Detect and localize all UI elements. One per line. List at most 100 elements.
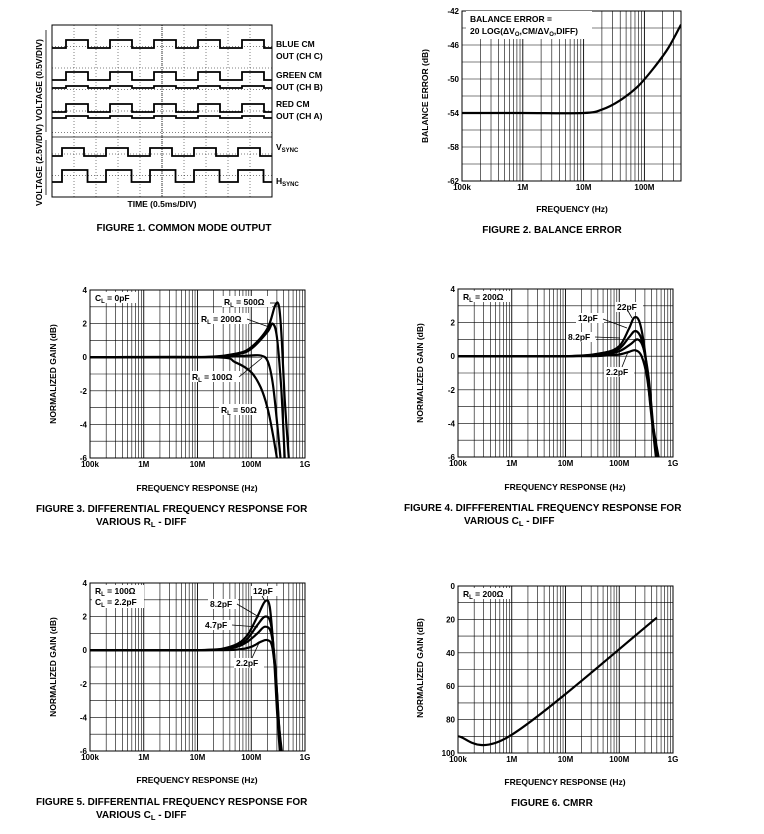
figure-4-xtick: 100k xyxy=(449,459,467,468)
figure-6-ytick: 100 xyxy=(442,749,456,758)
figure-5-xtick: 1M xyxy=(138,753,149,762)
figure-5-leader-12 xyxy=(261,595,266,602)
figure-5-ytick: -4 xyxy=(80,713,88,722)
figure-3-xlabel: FREQUENCY RESPONSE (Hz) xyxy=(136,483,257,493)
figure-6-xtick: 100k xyxy=(449,755,467,764)
figure-3-label-100-box xyxy=(190,371,240,382)
figure-3-label-200: RL = 200Ω xyxy=(201,314,242,326)
figure-5-xtick: 100M xyxy=(241,753,261,762)
figure-4-leader-2 xyxy=(621,351,629,368)
figure-1-traces xyxy=(52,39,272,183)
figure-2-xlabel: FREQUENCY (Hz) xyxy=(536,204,608,214)
figure-3-ylabel: NORMALIZED GAIN (dB) xyxy=(48,324,58,424)
figure-6-xtick: 1M xyxy=(506,755,517,764)
figure-5-label-4-box xyxy=(203,620,233,630)
figure-6-ytick: 20 xyxy=(446,615,455,624)
figure-1-trace-label-blue-ch: OUT (CH C) xyxy=(276,51,323,61)
figure-6-note-box xyxy=(460,588,510,599)
figure-1-trace-label-blue: BLUE CM xyxy=(276,39,315,49)
figure-5-label-2: 2.2pF xyxy=(236,658,258,668)
figure-3-ytick: -2 xyxy=(80,387,88,396)
figure-4-xtick: 1G xyxy=(668,459,679,468)
figure-4-xlabel: FREQUENCY RESPONSE (Hz) xyxy=(504,482,625,492)
figure-5-label-12: 12pF xyxy=(253,586,273,596)
figure-1-trace-red-b xyxy=(52,115,272,119)
figure-4-label-2: 2.2pF xyxy=(606,367,628,377)
figure-4-xtick: 10M xyxy=(558,459,574,468)
figure-3-xtick: 1G xyxy=(300,460,311,469)
figure-1-trace-green-a xyxy=(52,71,272,81)
figure-5-ytick: 2 xyxy=(83,613,88,622)
figure-2-legend-line1: BALANCE ERROR = xyxy=(470,14,552,24)
figure-2-ytick: -50 xyxy=(447,75,459,84)
figure-6-ytick: 60 xyxy=(446,682,455,691)
figure-3-caption: FIGURE 3. DIFFERENTIAL FREQUENCY RESPONS… xyxy=(36,504,308,515)
figure-5-label-2-box xyxy=(234,658,264,668)
figure-6-xtick: 1G xyxy=(668,755,679,764)
figure-2-ylabel: BALANCE ERROR (dB) xyxy=(420,49,430,143)
figure-5-ytick: -2 xyxy=(80,680,88,689)
figure-4-label-12: 12pF xyxy=(578,313,598,323)
figure-6-frame xyxy=(457,585,674,754)
figure-4-leader-12 xyxy=(602,318,628,329)
figure-3-xtick: 100k xyxy=(81,460,99,469)
figure-5-caption-line2: VARIOUS CL - DIFF xyxy=(96,810,187,822)
figure-1-grid xyxy=(45,24,273,198)
figure-3-ytick: 0 xyxy=(83,353,88,362)
figure-4-caption: FIGURE 4. DIFFFERENTIAL FREQUENCY RESPON… xyxy=(404,503,682,514)
figure-4-label-12-box xyxy=(576,313,604,323)
figure-3-ytick: -6 xyxy=(80,454,88,463)
figure-3-frame xyxy=(89,289,306,459)
figure-3-label-500: RL = 500Ω xyxy=(224,297,265,309)
figure-5-xtick: 1G xyxy=(300,753,311,762)
figure-1-trace-label-red-ch: OUT (CH A) xyxy=(276,111,323,121)
figure-5-note-box xyxy=(92,585,144,608)
figure-4-label-8: 8.2pF xyxy=(568,332,590,342)
figure-4-ytick: -4 xyxy=(448,419,456,428)
figure-1-trace-label-hsync: HSYNC xyxy=(276,176,299,188)
figure-1-caption: FIGURE 1. COMMON MODE OUTPUT xyxy=(97,223,272,234)
figure-5-note-2: CL = 2.2pF xyxy=(95,597,137,609)
figure-4-leader-22 xyxy=(627,310,633,319)
figure-3-xtick: 1M xyxy=(138,460,149,469)
figure-4-ytick: -2 xyxy=(448,386,456,395)
figure-6-series-0 xyxy=(458,616,658,747)
figure-5-label-8-box xyxy=(208,599,238,609)
figure-2-ytick: -42 xyxy=(447,7,459,16)
figure-3-xtick: 10M xyxy=(190,460,206,469)
figure-3-caption-line2: VARIOUS RL - DIFF xyxy=(96,517,187,529)
figure-1-trace-hsync xyxy=(52,169,272,183)
figure-5-note: RL = 100Ω xyxy=(95,586,136,598)
figure-3-series-3 xyxy=(90,355,278,459)
figure-1-trace-label-green: GREEN CM xyxy=(276,70,322,80)
figure-5-xlabel: FREQUENCY RESPONSE (Hz) xyxy=(136,775,257,785)
figure-2-xtick: 100k xyxy=(453,183,471,192)
figure-4-ytick: 2 xyxy=(451,319,456,328)
figure-2-legend-box xyxy=(466,11,592,39)
figure-2-ytick: -58 xyxy=(447,143,459,152)
figure-4-series-3 xyxy=(458,349,660,458)
figure-6-xlabel: FREQUENCY RESPONSE (Hz) xyxy=(504,777,625,787)
figure-2-ytick: -54 xyxy=(447,109,459,118)
figure-2-series-0 xyxy=(462,24,681,115)
figure-5-caption: FIGURE 5. DIFFERENTIAL FREQUENCY RESPONS… xyxy=(36,797,308,808)
figure-3-ytick: 4 xyxy=(83,286,88,295)
figure-5-ylabel: NORMALIZED GAIN (dB) xyxy=(48,617,58,717)
figure-2-ytick: -62 xyxy=(447,177,459,186)
figure-3-label-500-box xyxy=(222,296,272,307)
figure-5-leader-8 xyxy=(236,603,260,618)
figure-5-label-4: 4.7pF xyxy=(205,620,227,630)
figure-2-ytick: -46 xyxy=(447,41,459,50)
figure-4-ytick: 4 xyxy=(451,285,456,294)
figure-1-trace-vsync xyxy=(52,147,272,157)
figure-1-ylabel-bottom: VOLTAGE (2.5V/DIV) xyxy=(34,124,44,206)
figure-3-label-50-box xyxy=(219,404,265,415)
figure-1-trace-label-green-ch: OUT (CH B) xyxy=(276,82,323,92)
